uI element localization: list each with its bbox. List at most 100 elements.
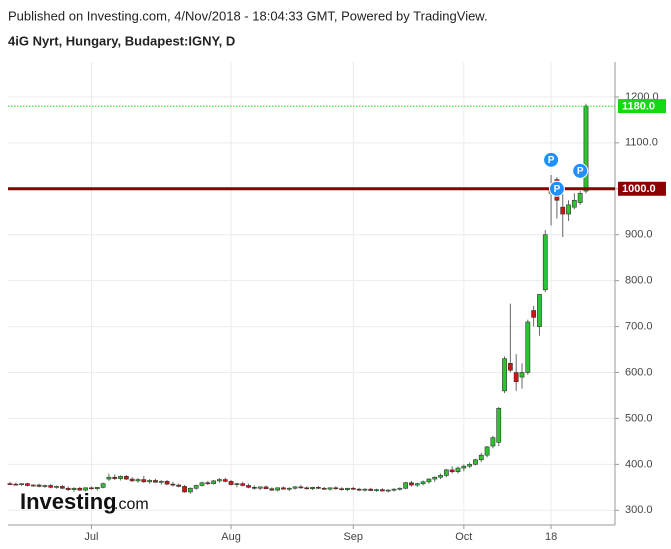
event-marker-label: P [577,166,584,177]
candle-body [182,486,187,493]
candle-body [513,372,519,382]
candle-body [391,488,397,491]
price-label: 1000.0 [622,183,656,195]
x-tick-label: Oct [455,531,472,543]
candle-body [484,446,490,456]
candle-body [315,487,321,489]
header: Published on Investing.com, 4/Nov/2018 -… [8,8,488,23]
candle-body [368,488,374,491]
candle-body [193,485,199,489]
candle-body [356,488,362,491]
candle-body [490,437,496,447]
candle-body [147,480,153,483]
candle-body [537,294,542,327]
x-tick-label: 18 [545,531,557,543]
candle-body [89,487,94,490]
event-marker [548,180,565,197]
candle-body [350,487,356,490]
price-label: 1180.0 [622,101,655,113]
candle-body [106,476,112,480]
candle-body [240,483,246,486]
candle-body [170,483,176,486]
candle-body [502,358,507,392]
candle-body [432,476,438,480]
candle-body [403,482,409,489]
candle-body [222,479,228,482]
candle-body [158,481,164,483]
candle-body [281,487,286,490]
candle-body [560,206,566,215]
candle-body [153,480,158,483]
candle-body [36,484,42,487]
candle-body [397,487,403,490]
candle-body [414,483,420,486]
candle-body [246,485,251,488]
candle-body [118,476,123,479]
y-tick-label: 1100.0 [625,137,658,149]
candle-body [449,469,455,473]
candle-body [327,487,333,490]
candle-body [234,483,240,485]
candle-body [339,488,345,491]
candle-body [7,483,13,485]
candle-body [519,372,525,378]
candle-body [577,193,583,203]
candle-body [187,487,193,493]
candle-body [13,483,19,486]
y-tick-label: 500.0 [625,412,653,424]
candle-body [542,234,548,291]
candle-body [251,487,257,489]
candle-body [583,105,589,192]
candle-body [507,363,513,371]
candle-body [83,487,89,491]
candle-body [379,489,385,492]
candle-body [467,464,473,467]
y-tick-label: 400.0 [625,458,653,470]
candle-body [269,488,275,491]
logo-suffix: .com [114,496,149,513]
event-marker [543,151,560,168]
candle-body [566,204,571,215]
candle-body [275,487,281,491]
candle-body [443,469,449,476]
candle-body [135,479,141,482]
candle-body [205,482,211,485]
candle-body [123,476,129,480]
grid [8,62,615,525]
candle-body [257,486,263,489]
candle-body [298,486,304,489]
candle-body [420,481,426,484]
candle-body [263,486,269,490]
candle-body [455,467,461,473]
candle-body [496,408,502,443]
price-label-box [618,181,666,196]
candle-body [48,485,54,488]
y-tick-label: 800.0 [625,275,653,287]
y-tick-label: 600.0 [625,366,653,378]
candle-body [438,475,443,478]
candle-body [71,487,77,490]
y-tick-label: 700.0 [625,320,653,332]
candle-body [77,487,83,491]
candle-body [345,487,350,490]
logo: Investing [20,489,117,514]
candle-body [228,481,234,485]
candle-body [25,483,30,486]
candle-body [164,481,170,485]
candle-body [461,465,467,469]
candle-body [112,476,118,479]
event-marker [572,162,589,179]
candle-body [19,483,25,485]
candle-body [426,478,432,483]
candle-body [42,485,48,487]
candle-body [531,310,537,318]
candle-body [374,489,379,491]
y-tick-label: 900.0 [625,229,653,241]
y-tick-label: 300.0 [625,504,653,516]
candle-body [199,482,205,486]
candle-body [286,487,292,490]
candle-body [304,487,310,490]
candle-body [292,486,298,489]
candle-body [409,482,414,486]
